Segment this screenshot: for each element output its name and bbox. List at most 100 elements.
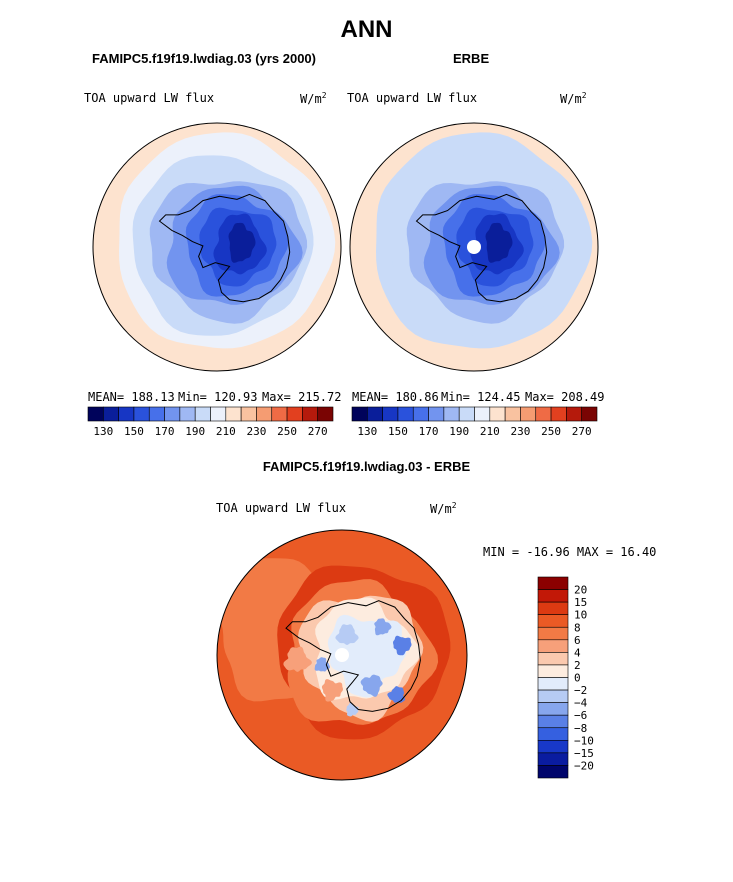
map-band-130: [228, 222, 256, 263]
colorbar-swatch: [504, 406, 521, 422]
colorbar-swatch: [443, 406, 460, 422]
colorbar-tick-label: 0: [574, 672, 581, 685]
colorbar-swatch: [537, 714, 569, 729]
colorbar-tick-label: 210: [480, 425, 500, 438]
colorbar-swatch: [537, 589, 569, 603]
colorbar-swatch: [240, 406, 257, 422]
colorbar-tick-label: 130: [357, 425, 377, 438]
colorbar-swatch: [537, 626, 569, 641]
colorbar-tick-label: 250: [541, 425, 561, 438]
colorbar-tick-label: 230: [247, 425, 267, 438]
colorbar-tick-label: 2: [574, 659, 581, 672]
colorbar-swatch: [550, 406, 567, 422]
obs-panel-title: ERBE: [453, 51, 490, 66]
diff-map: [217, 530, 467, 780]
diff-negative-patch: [387, 686, 406, 703]
colorbar-tick-label: −4: [574, 697, 588, 710]
colorbar-tick-label: 6: [574, 634, 581, 647]
colorbar-tick-label: −2: [574, 684, 587, 697]
colorbar-swatch: [286, 406, 303, 422]
diff-units-label: W/m2: [430, 501, 457, 516]
colorbar-swatch: [537, 689, 569, 703]
colorbar-swatch: [428, 406, 445, 422]
obs-colorbar: 130 150 170 190 210 230 250 270: [351, 406, 598, 438]
colorbar-tick-label: 210: [216, 425, 236, 438]
diff-variable-label: TOA upward LW flux: [216, 501, 347, 515]
colorbar-swatch: [148, 406, 165, 422]
colorbar-tick-label: 170: [155, 425, 175, 438]
colorbar-swatch: [397, 406, 414, 422]
colorbar-swatch: [537, 677, 569, 691]
colorbar-tick-label: 15: [574, 596, 587, 609]
colorbar-tick-label: 10: [574, 609, 587, 622]
colorbar-swatch: [164, 406, 181, 422]
model-variable-label: TOA upward LW flux: [84, 91, 215, 105]
model-map: [93, 123, 341, 371]
colorbar-tick-label: 250: [277, 425, 297, 438]
colorbar-swatch: [351, 406, 368, 422]
model-panel-title: FAMIPC5.f19f19.lwdiag.03 (yrs 2000): [92, 51, 316, 66]
model-max-stat: Max= 215.72: [262, 390, 342, 404]
colorbar-swatch: [537, 740, 569, 754]
colorbar-tick-label: 270: [572, 425, 592, 438]
missing-data-pole: [467, 240, 481, 254]
obs-map-border: [349, 122, 599, 372]
model-colorbar: 130 150 170 190 210 230 250 270: [87, 406, 334, 438]
page-title: ANN: [340, 16, 393, 43]
colorbar-swatch: [537, 639, 569, 653]
colorbar-tick-label: 190: [449, 425, 469, 438]
colorbar-tick-label: 4: [574, 646, 581, 659]
colorbar-tick-label: 20: [574, 584, 587, 597]
colorbar-swatch: [537, 752, 569, 766]
colorbar-tick-label: 170: [419, 425, 439, 438]
colorbar-tick-label: 150: [124, 425, 144, 438]
colorbar-swatch: [317, 406, 334, 422]
obs-map: [350, 123, 598, 371]
colorbar-swatch: [474, 406, 491, 422]
colorbar-swatch: [581, 406, 598, 422]
colorbar-swatch: [537, 652, 569, 666]
colorbar-swatch: [118, 406, 135, 422]
model-mean-stat: MEAN= 188.13: [88, 390, 175, 404]
colorbar-tick-label: 130: [93, 425, 113, 438]
colorbar-swatch: [302, 406, 318, 422]
colorbar-swatch: [210, 406, 227, 422]
colorbar-swatch: [537, 601, 569, 615]
colorbar-swatch: [103, 406, 119, 422]
colorbar-tick-label: −8: [574, 722, 587, 735]
colorbar-swatch: [194, 406, 211, 422]
diff-minmax-stat: MIN = -16.96 MAX = 16.40: [483, 545, 657, 559]
diff-negative-patch: [374, 618, 392, 636]
colorbar-tick-label: 190: [185, 425, 205, 438]
diff-negative-patch: [335, 624, 359, 645]
model-map-border: [92, 122, 342, 372]
diff-negative-patch: [393, 635, 412, 656]
colorbar-swatch: [256, 406, 273, 422]
colorbar-swatch: [179, 406, 196, 422]
colorbar-tick-label: 230: [511, 425, 531, 438]
diff-negative-patch: [360, 674, 383, 697]
colorbar-swatch: [537, 727, 569, 741]
obs-max-stat: Max= 208.49: [525, 390, 605, 404]
diff-warm-patch: [321, 679, 343, 702]
colorbar-tick-label: −6: [574, 709, 587, 722]
obs-variable-label: TOA upward LW flux: [347, 91, 478, 105]
colorbar-swatch: [367, 406, 383, 422]
obs-min-stat: Min= 124.45: [441, 390, 521, 404]
colorbar-swatch: [537, 702, 569, 716]
antarctica-coastline: [415, 193, 548, 303]
colorbar-swatch: [382, 406, 399, 422]
colorbar-swatch: [458, 406, 475, 422]
map-band-130: [485, 222, 513, 263]
colorbar-swatch: [537, 576, 569, 590]
colorbar-swatch: [520, 406, 537, 422]
diff-map-border: [216, 529, 468, 781]
model-min-stat: Min= 120.93: [178, 390, 258, 404]
antarctica-coastline: [158, 193, 291, 303]
colorbar-tick-label: −15: [574, 747, 594, 760]
obs-mean-stat: MEAN= 180.86: [352, 390, 439, 404]
colorbar-swatch: [537, 614, 569, 628]
colorbar-tick-label: 8: [574, 621, 581, 634]
